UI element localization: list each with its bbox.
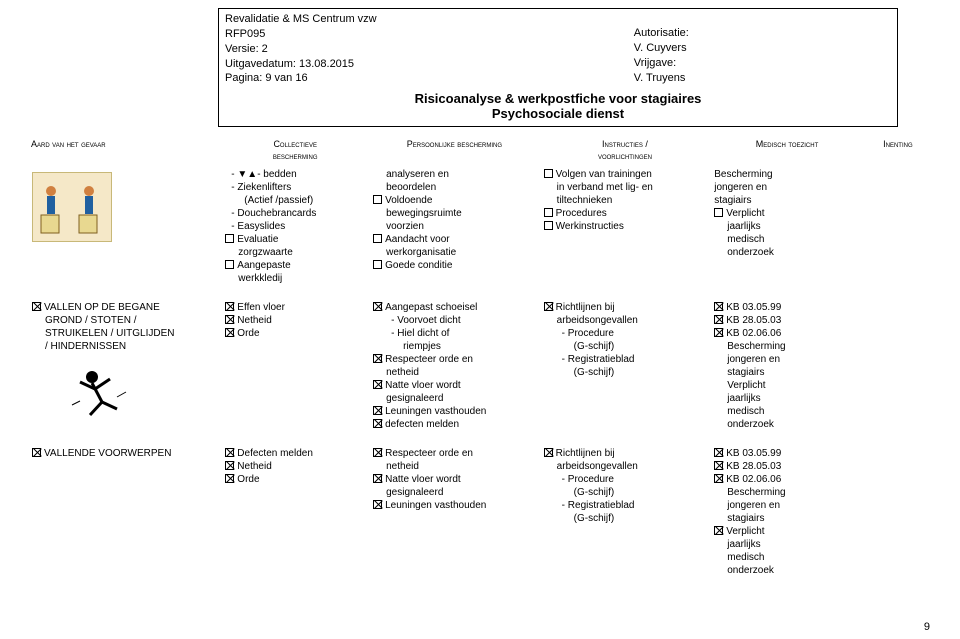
release-label: Vrijgave:	[634, 56, 891, 71]
lifting-illustration	[32, 172, 112, 242]
checkbox-icon	[225, 260, 234, 269]
checkbox-checked-icon	[373, 474, 382, 483]
table-header-row: Aard van het gevaar Collectieve bescherm…	[28, 137, 932, 164]
checkbox-checked-icon	[544, 448, 553, 457]
checkbox-checked-icon	[225, 461, 234, 470]
release-name: V. Truyens	[634, 71, 891, 86]
checkbox-checked-icon	[714, 315, 723, 324]
checkbox-icon	[225, 234, 234, 243]
risk-table: Aard van het gevaar Collectieve bescherm…	[28, 137, 932, 579]
falling-illustration	[62, 357, 142, 427]
checkbox-checked-icon	[32, 448, 41, 457]
doc-title: Risicoanalyse & werkpostfiche voor stagi…	[219, 89, 897, 126]
checkbox-checked-icon	[225, 448, 234, 457]
checkbox-checked-icon	[373, 354, 382, 363]
checkbox-icon	[373, 234, 382, 243]
checkbox-checked-icon	[225, 328, 234, 337]
version: Versie: 2	[225, 42, 622, 57]
checkbox-icon	[544, 221, 553, 230]
org-name: Revalidatie & MS Centrum vzw	[225, 12, 622, 27]
checkbox-icon	[714, 208, 723, 217]
header-left: Revalidatie & MS Centrum vzw RFP095 Vers…	[219, 9, 628, 89]
col-instructions: Instructies / voorlichtingen	[540, 137, 711, 164]
falling-person-icon	[62, 357, 142, 427]
table-row-falling-objects: VALLENDE VOORWERPEN Defecten melden Neth…	[28, 444, 932, 580]
col-hazard: Aard van het gevaar	[28, 137, 221, 164]
table-row-continuation: - ▼▲- bedden - Ziekenlifters (Actief /pa…	[28, 165, 932, 288]
checkbox-checked-icon	[373, 448, 382, 457]
checkbox-icon	[373, 260, 382, 269]
checkbox-checked-icon	[544, 302, 553, 311]
ref-code: RFP095	[225, 27, 622, 42]
document-header: Revalidatie & MS Centrum vzw RFP095 Vers…	[218, 8, 898, 127]
checkbox-icon	[544, 208, 553, 217]
checkbox-checked-icon	[225, 315, 234, 324]
col-vaccination: Inenting	[864, 137, 932, 164]
checkbox-checked-icon	[714, 474, 723, 483]
title-line-1: Risicoanalyse & werkpostfiche voor stagi…	[219, 91, 897, 106]
checkbox-checked-icon	[225, 302, 234, 311]
checkbox-icon	[373, 195, 382, 204]
checkbox-checked-icon	[714, 302, 723, 311]
checkbox-checked-icon	[225, 474, 234, 483]
checkbox-checked-icon	[714, 461, 723, 470]
authorisation-label: Autorisatie:	[634, 26, 891, 41]
checkbox-checked-icon	[32, 302, 41, 311]
checkbox-checked-icon	[714, 448, 723, 457]
lifting-icon	[33, 173, 112, 242]
header-right: Autorisatie: V. Cuyvers Vrijgave: V. Tru…	[628, 9, 897, 89]
checkbox-checked-icon	[373, 380, 382, 389]
col-medical: Medisch toezicht	[710, 137, 864, 164]
title-line-2: Psychosociale dienst	[219, 106, 897, 121]
checkbox-checked-icon	[373, 406, 382, 415]
page-number: 9	[924, 621, 930, 633]
table-row-falling: VALLEN OP DE BEGANE GROND / STOTEN / STR…	[28, 298, 932, 434]
col-personal: Persoonlijke bescherming	[369, 137, 540, 164]
page-info: Pagina: 9 van 16	[225, 71, 622, 86]
checkbox-checked-icon	[373, 302, 382, 311]
checkbox-checked-icon	[373, 500, 382, 509]
checkbox-checked-icon	[373, 419, 382, 428]
authorisation-name: V. Cuyvers	[634, 41, 891, 56]
col-collective: Collectieve bescherming	[221, 137, 369, 164]
checkbox-checked-icon	[714, 526, 723, 535]
issue-date: Uitgavedatum: 13.08.2015	[225, 57, 622, 72]
checkbox-icon	[544, 169, 553, 178]
checkbox-checked-icon	[714, 328, 723, 337]
